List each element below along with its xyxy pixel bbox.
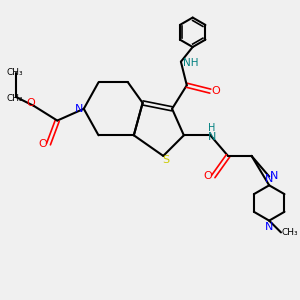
Text: N: N	[265, 174, 273, 184]
Text: CH₃: CH₃	[281, 228, 298, 237]
Text: O: O	[26, 98, 35, 108]
Text: N: N	[265, 221, 273, 232]
Text: O: O	[203, 172, 212, 182]
Text: H: H	[208, 123, 215, 133]
Text: N: N	[75, 104, 84, 114]
Text: NH: NH	[183, 58, 199, 68]
Text: N: N	[208, 132, 216, 142]
Text: N: N	[269, 172, 278, 182]
Text: CH₂: CH₂	[6, 94, 23, 103]
Text: O: O	[212, 86, 220, 96]
Text: O: O	[39, 139, 48, 149]
Text: CH₃: CH₃	[6, 68, 23, 76]
Text: S: S	[163, 155, 170, 165]
